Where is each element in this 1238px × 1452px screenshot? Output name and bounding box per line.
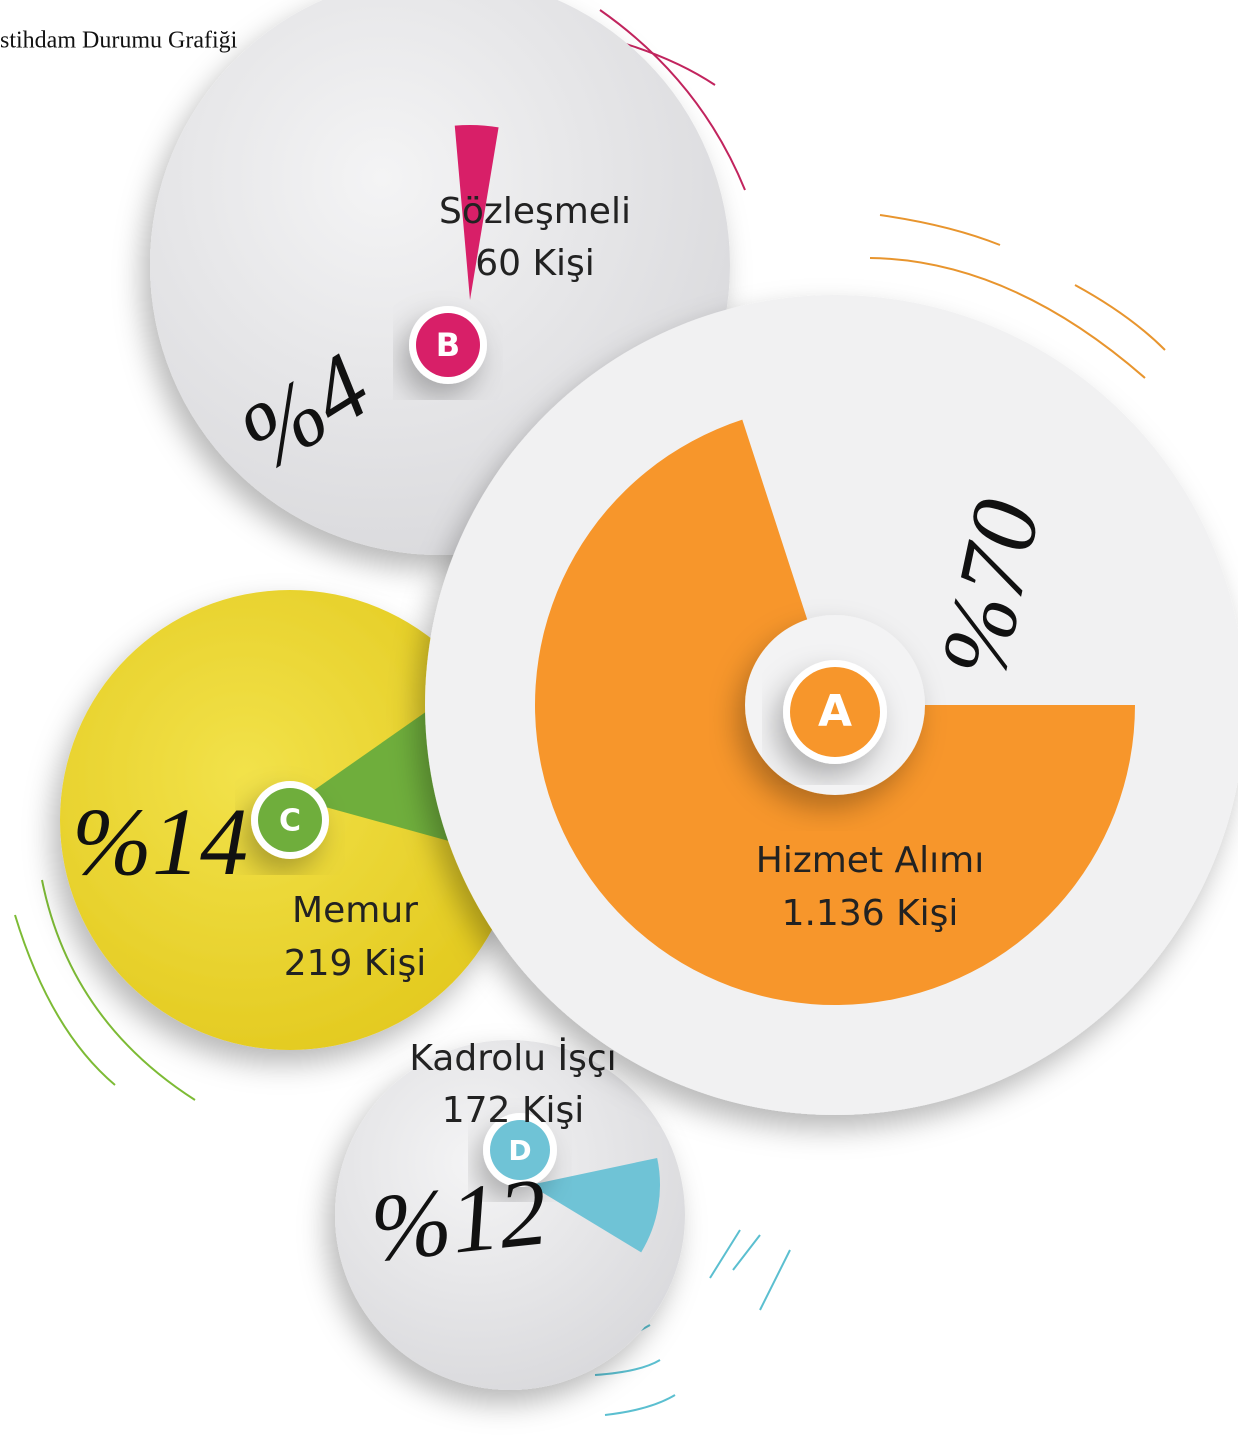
percent-label: %14 xyxy=(72,788,248,895)
chart: stihdam Durumu Grafiği B Sözleşmeli 60 Kiş… xyxy=(0,0,1238,1452)
count-label: 172 Kişi xyxy=(442,1090,585,1131)
count-label: 60 Kişi xyxy=(475,243,595,284)
chart-title: stihdam Durumu Grafiği xyxy=(0,28,238,54)
category-label: Hizmet Alımı xyxy=(756,840,984,881)
marker-letter: C xyxy=(279,804,301,839)
category-label: Kadrolu İşçi xyxy=(409,1037,616,1079)
dashes xyxy=(710,1230,790,1310)
count-label: 219 Kişi xyxy=(284,943,427,984)
page: {"chart_data": {"type": "pie", "title": … xyxy=(0,0,1238,1452)
marker-letter: A xyxy=(818,686,852,737)
arc xyxy=(1075,285,1165,350)
percent-label: %12 xyxy=(366,1157,552,1282)
category-label: Sözleşmeli xyxy=(439,191,631,232)
marker-letter: B xyxy=(436,326,460,364)
count-label: 1.136 Kişi xyxy=(782,893,959,934)
arc xyxy=(880,215,1000,245)
category-label: Memur xyxy=(292,890,418,931)
